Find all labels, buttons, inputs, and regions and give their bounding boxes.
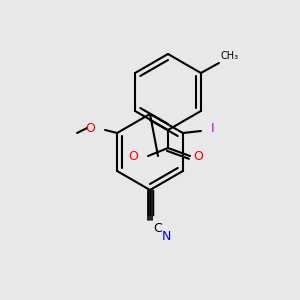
Text: CH₃: CH₃ (221, 51, 239, 61)
Text: C: C (153, 222, 162, 235)
Text: O: O (193, 149, 203, 163)
Text: I: I (211, 122, 214, 134)
Text: O: O (128, 149, 138, 163)
Text: O: O (85, 122, 95, 134)
Text: N: N (162, 230, 171, 243)
